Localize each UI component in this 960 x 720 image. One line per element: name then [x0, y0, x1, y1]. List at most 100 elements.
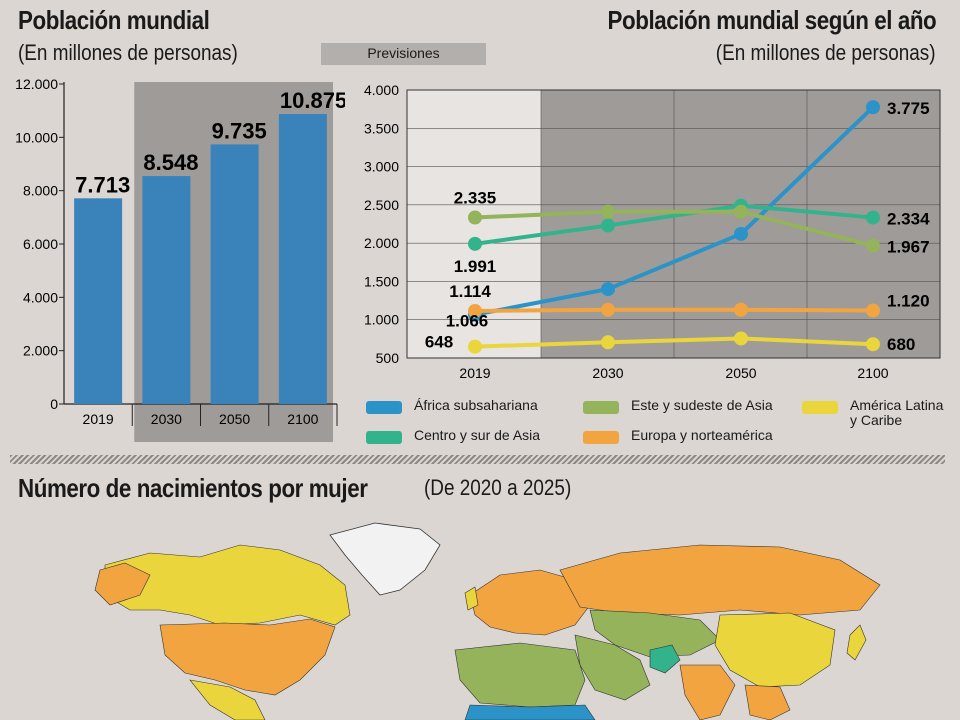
europe-shape — [469, 569, 591, 636]
central-asia-shape — [589, 609, 721, 658]
data-point-america_latina — [734, 331, 748, 346]
data-point-este_sudeste_asia — [468, 210, 482, 225]
data-point-europa_na — [601, 302, 615, 317]
forecast-shade — [541, 90, 940, 358]
data-point-america_latina — [468, 339, 482, 354]
x-tick-label: 2030 — [592, 365, 623, 381]
data-label: 1.120 — [887, 292, 930, 311]
right-chart-title: Población mundial según el año — [607, 5, 936, 35]
y-tick-label: 8.000 — [23, 183, 58, 199]
legend-item-centro_sur_asia: Centro y sur de Asia — [366, 428, 540, 444]
data-label: 1.967 — [887, 238, 930, 257]
y-tick-label: 1.000 — [364, 312, 399, 328]
y-tick-label: 4.000 — [364, 82, 399, 98]
right-chart-subtitle: (En millones de personas) — [716, 40, 936, 65]
data-point-este_sudeste_asia — [866, 238, 880, 253]
greenland-shape — [329, 522, 441, 596]
y-tick-label: 6.000 — [23, 236, 58, 252]
uk-shape — [464, 586, 479, 611]
bar-value-label: 10.875 — [280, 88, 345, 113]
middle-east-shape — [574, 634, 651, 701]
forecast-label: Previsiones — [321, 43, 486, 65]
left-bar-chart: 0 2.000 4.000 6.000 8.000 10.000 12.000 7.713 20… — [15, 76, 345, 442]
china-shape — [714, 612, 836, 688]
russia-shape — [559, 544, 881, 616]
data-point-europa_na — [734, 302, 748, 317]
data-label: 680 — [887, 335, 915, 354]
data-point-este_sudeste_asia — [734, 204, 748, 219]
bar — [142, 176, 191, 404]
world-map — [94, 522, 881, 720]
y-tick-label: 10.000 — [15, 129, 58, 145]
north-america-north-shape — [104, 544, 351, 626]
data-point-europa_na — [866, 303, 880, 318]
y-tick-label: 1.500 — [364, 273, 399, 289]
x-tick-label: 2050 — [725, 365, 756, 381]
legend-label: Centro y sur de Asia — [414, 427, 541, 443]
legend-label: América Latina y Caribe — [850, 397, 944, 428]
x-tick-label: 2030 — [151, 411, 182, 427]
left-chart-subtitle: (En millones de personas) — [18, 40, 238, 65]
y-tick-label: 4.000 — [23, 289, 58, 305]
y-tick-label: 3.000 — [364, 159, 399, 175]
x-tick-label: 2100 — [287, 411, 318, 427]
data-label: 3.775 — [887, 99, 930, 118]
legend-swatch — [366, 401, 402, 414]
bar-value-label: 9.735 — [212, 118, 267, 143]
series-line-este_sudeste_asia — [474, 209, 874, 248]
y-tick-label: 0 — [50, 396, 58, 412]
y-tick-label: 2.000 — [364, 235, 399, 251]
bar — [74, 198, 123, 404]
afghanistan-shape — [649, 644, 681, 674]
data-label: 2.334 — [887, 210, 930, 229]
usa-shape — [159, 618, 336, 696]
subsaharan-africa-shape — [464, 704, 596, 720]
southeast-asia-shape — [744, 684, 791, 720]
series-line-america_latina — [474, 336, 874, 349]
legend-label: Europa y norteamérica — [631, 427, 773, 443]
right-line-chart: 500 1.000 1.500 2.000 2.500 3.000 3.500 4.000 20… — [364, 82, 941, 381]
x-tick-label: 2050 — [219, 411, 250, 427]
data-point-africa — [866, 100, 880, 115]
data-label: 1.114 — [449, 282, 491, 301]
legend-item-africa: África subsahariana — [366, 398, 538, 414]
japan-shape — [846, 624, 867, 661]
legend-label: África subsahariana — [414, 397, 538, 413]
series-line-africa — [474, 105, 875, 317]
mexico-shape — [189, 679, 266, 720]
legend-item-america_latina: América Latina y Caribe — [802, 398, 943, 428]
series-line-centro_sur_asia — [474, 203, 874, 246]
data-point-centro_sur_asia — [866, 210, 880, 225]
india-shape — [679, 664, 736, 720]
bar — [210, 144, 259, 404]
series-line-europa_na — [474, 307, 874, 313]
map-subtitle: (De 2020 a 2025) — [424, 475, 572, 500]
legend-label: Este y sudeste de Asia — [631, 397, 773, 413]
data-point-europa_na — [468, 303, 482, 318]
data-label: 1.991 — [454, 257, 497, 276]
y-tick-label: 3.500 — [364, 120, 399, 136]
data-point-africa — [601, 282, 615, 297]
data-label: 2.335 — [454, 188, 497, 207]
data-point-este_sudeste_asia — [601, 204, 615, 219]
data-point-africa — [734, 226, 748, 241]
map-title: Número de nacimientos por mujer — [18, 473, 368, 503]
y-tick-label: 500 — [376, 350, 400, 366]
x-tick-label: 2100 — [857, 365, 888, 381]
data-point-centro_sur_asia — [601, 218, 615, 233]
bar-value-label: 7.713 — [75, 172, 130, 197]
section-divider — [10, 455, 945, 464]
bar-value-label: 8.548 — [143, 150, 198, 175]
y-tick-label: 2.000 — [23, 343, 58, 359]
data-point-centro_sur_asia — [468, 236, 482, 251]
x-tick-label: 2019 — [459, 365, 490, 381]
y-tick-label: 2.500 — [364, 197, 399, 213]
legend-item-este_sudeste_asia: Este y sudeste de Asia — [583, 398, 773, 414]
data-point-america_latina — [601, 335, 615, 350]
legend-item-europa_na: Europa y norteamérica — [583, 428, 773, 444]
left-chart-title: Población mundial — [18, 5, 210, 35]
data-label: 648 — [425, 333, 453, 352]
legend-swatch — [583, 401, 619, 414]
legend-swatch — [583, 431, 619, 444]
legend-swatch — [802, 401, 838, 414]
